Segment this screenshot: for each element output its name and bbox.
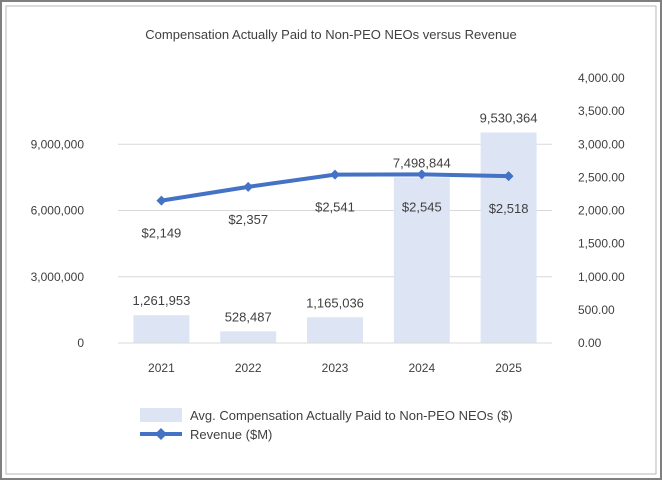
bar [220,331,277,343]
legend-bar-label: Avg. Compensation Actually Paid to Non-P… [190,408,513,423]
y-left-tick-label: 9,000,000 [31,137,85,151]
y-right-tick-label: 0.00 [578,336,602,350]
bar-value-label: 7,498,844 [393,155,451,170]
bar-value-label: 1,165,036 [306,295,364,310]
bar-value-label: 1,261,953 [132,293,190,308]
x-tick-label: 2024 [408,361,435,375]
revenue-value-label: $2,357 [228,212,268,227]
y-left-tick-label: 0 [77,336,84,350]
gridlines [118,143,552,278]
x-tick-label: 2023 [322,361,349,375]
revenue-marker [503,171,514,182]
chart-inner-border [5,5,657,475]
y-right-tick-label: 1,500.00 [578,237,625,251]
legend-bar-swatch [140,408,182,422]
revenue-marker [243,181,254,192]
revenue-marker [416,169,427,180]
y-right-tick-label: 3,500.00 [578,104,625,118]
bar [133,315,190,343]
y-right-tick-label: 2,500.00 [578,170,625,184]
x-tick-label: 2021 [148,361,175,375]
y-right-tick-label: 500.00 [578,303,615,317]
revenue-value-label: $2,149 [142,226,182,241]
bars [133,132,537,343]
data-labels: 1,261,953 528,487 1,165,036 7,498,844 9,530,… [132,111,537,325]
y-left-tick-label: 6,000,000 [31,204,85,218]
revenue-marker [156,195,167,206]
bar-value-label: 528,487 [225,309,272,324]
legend: Avg. Compensation Actually Paid to Non-P… [140,408,513,442]
x-tick-label: 2022 [235,361,262,375]
revenue-line-series [156,169,514,206]
bar-value-label: 9,530,364 [480,111,538,126]
revenue-value-label: $2,541 [315,200,355,215]
y-right-tick-label: 1,000.00 [578,270,625,284]
revenue-value-label: $2,518 [489,201,529,216]
bar [307,317,363,343]
y-left-tick-label: 3,000,000 [31,270,85,284]
y-right-tick-label: 3,000.00 [578,137,625,151]
y-right-tick-label: 2,000.00 [578,204,625,218]
bar [480,132,537,343]
chart-title: Compensation Actually Paid to Non-PEO NE… [145,27,516,42]
revenue-value-label: $2,545 [402,199,442,214]
legend-diamond-marker [155,428,167,440]
axes: 0 3,000,000 6,000,000 9,000,000 0.00 500.00 1,… [31,71,625,375]
bar [393,177,450,343]
revenue-marker [330,169,340,180]
legend-line-label: Revenue ($M) [190,427,272,442]
x-tick-label: 2025 [495,361,522,375]
y-right-tick-label: 4,000.00 [578,71,625,85]
